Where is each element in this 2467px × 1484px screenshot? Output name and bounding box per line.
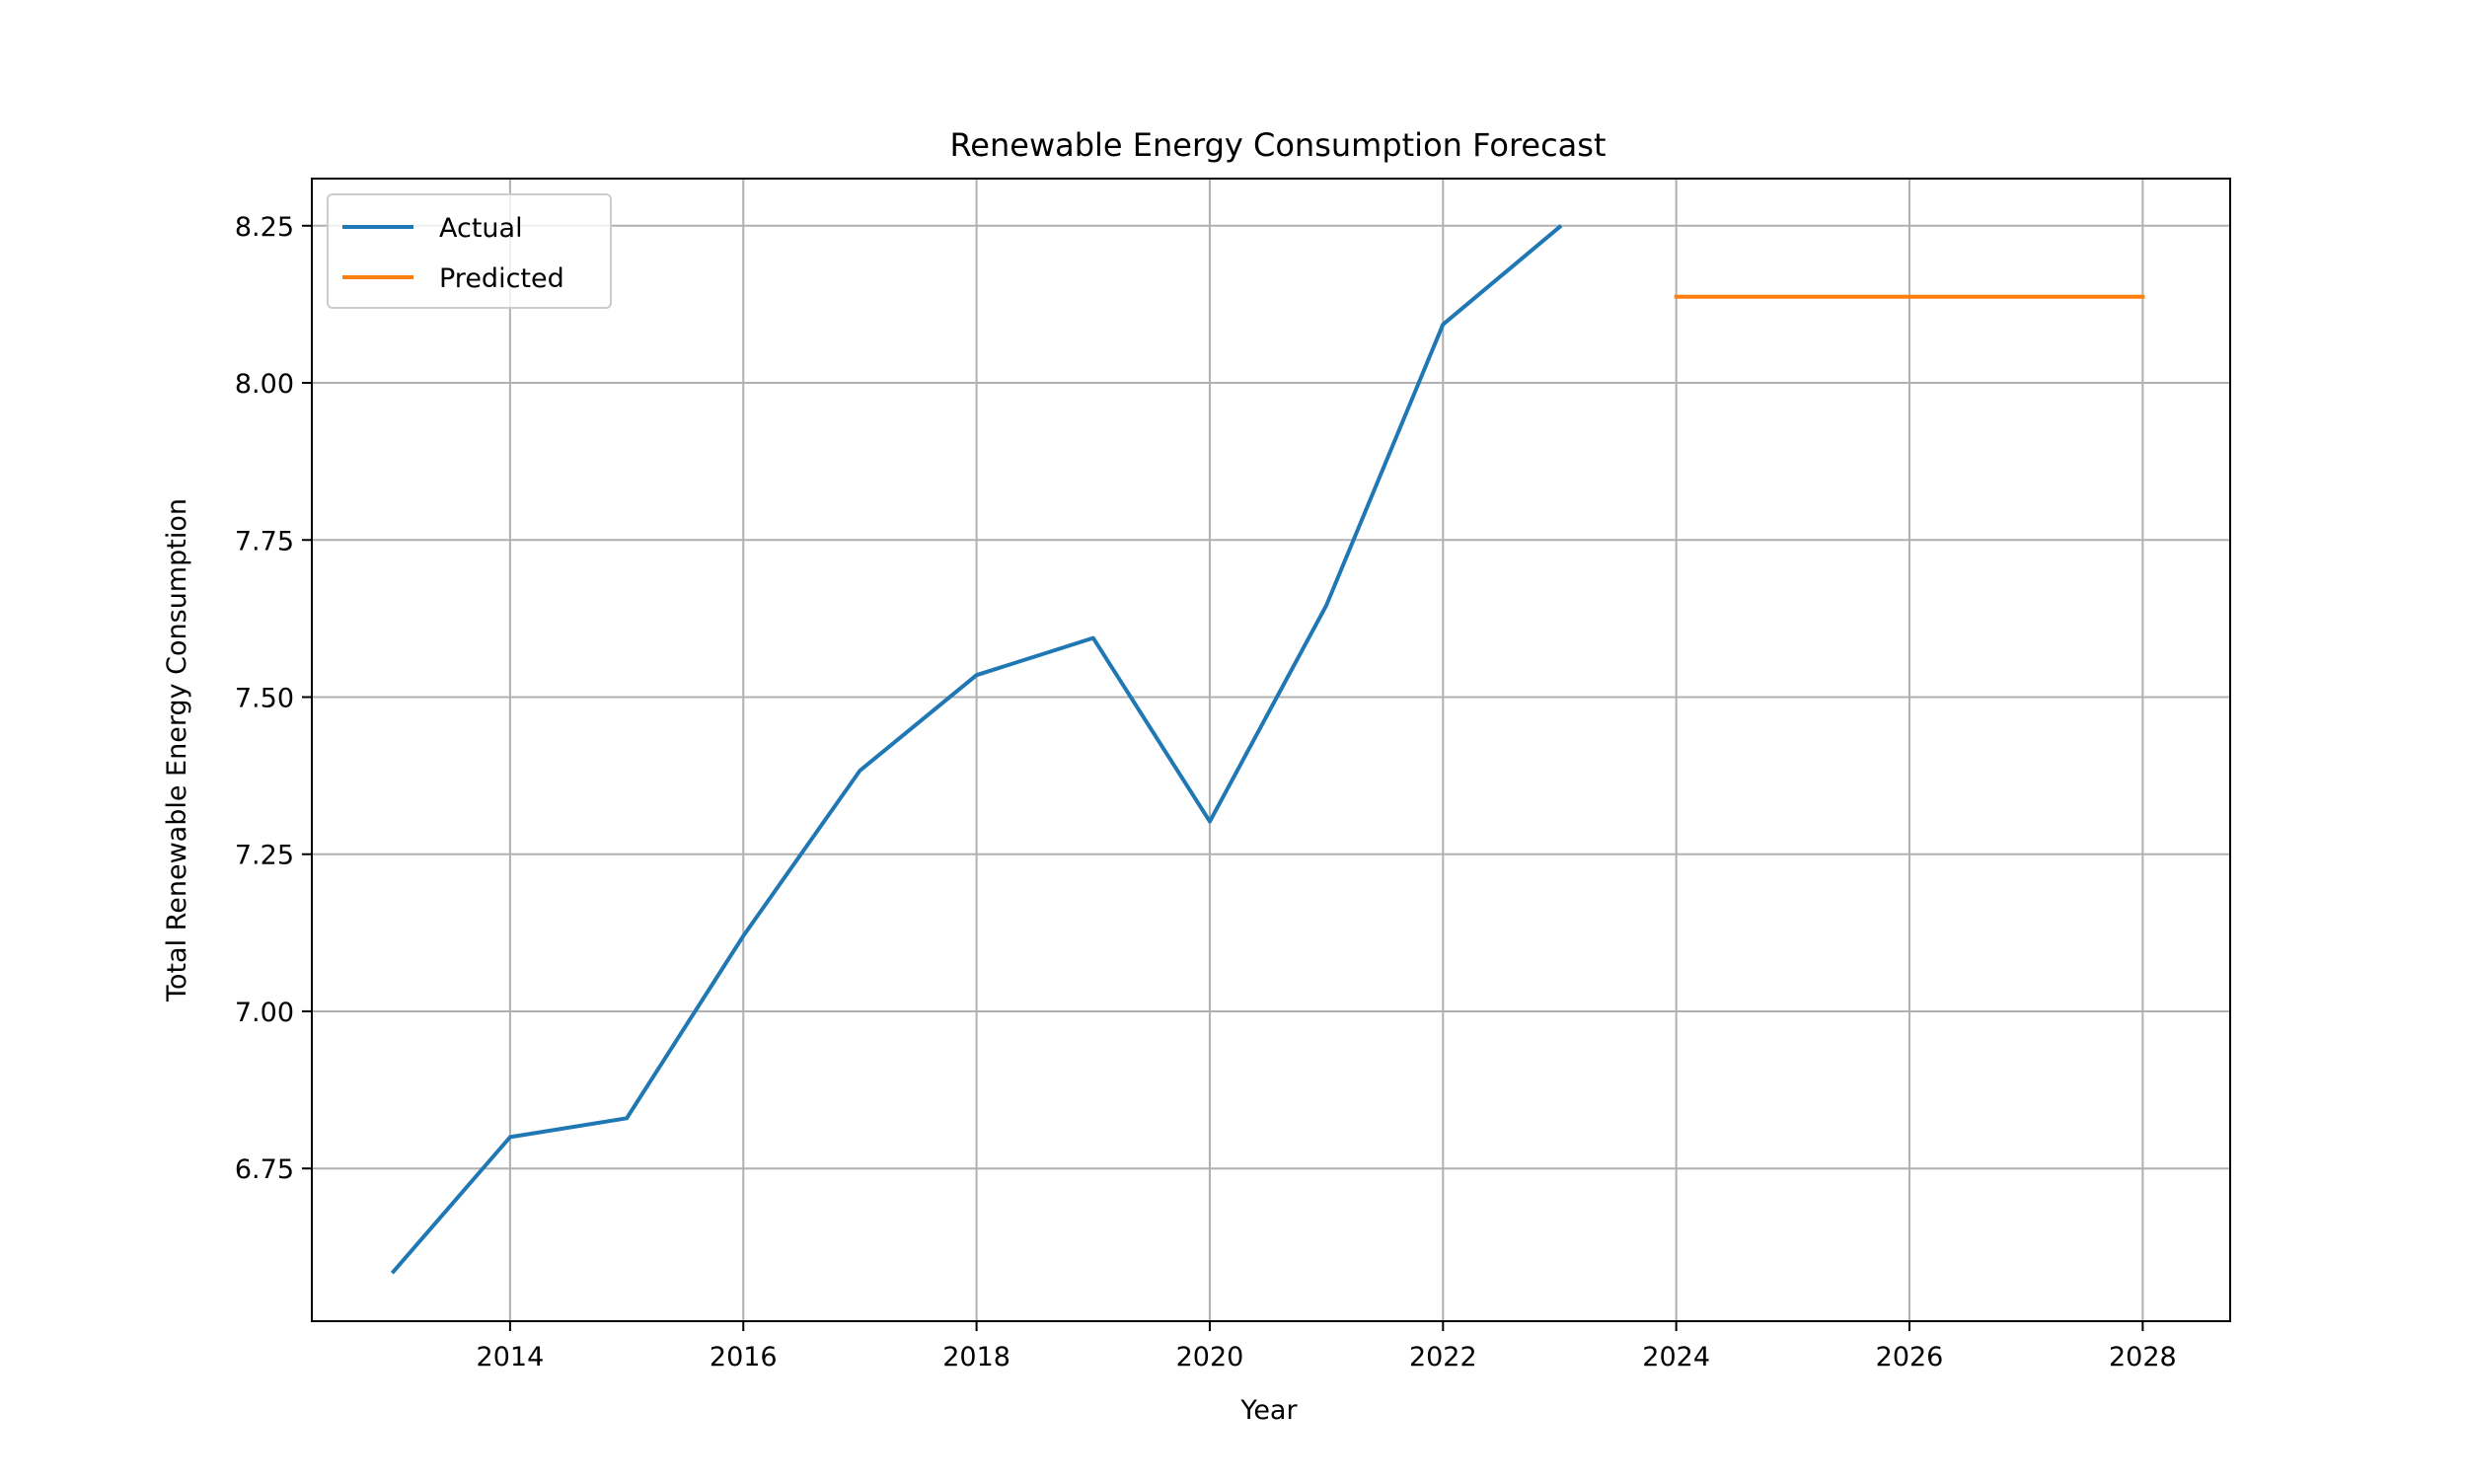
- x-tick-label: 2018: [942, 1342, 1010, 1373]
- y-tick-label: 7.00: [235, 998, 294, 1028]
- legend-label-predicted: Predicted: [439, 263, 564, 294]
- x-axis: 2014 2016 2018 2020 2022 2024 2026 2028: [477, 1321, 2177, 1373]
- legend-box: [327, 193, 612, 309]
- y-tick-label: 7.25: [235, 841, 294, 871]
- series-lines: [390, 224, 2145, 1275]
- series-line-actual: [390, 224, 1563, 1275]
- y-tick-label: 6.75: [235, 1154, 294, 1185]
- x-tick-label: 2026: [1876, 1342, 1944, 1373]
- y-tick-label: 7.75: [235, 526, 294, 556]
- x-tick-label: 2028: [2109, 1342, 2177, 1373]
- legend: Actual Predicted: [327, 193, 612, 309]
- x-tick-label: 2024: [1642, 1342, 1710, 1373]
- y-tick-label: 7.50: [235, 683, 294, 713]
- grid: [312, 179, 2230, 1321]
- plot-frame: [311, 178, 2231, 1322]
- x-tick-label: 2014: [477, 1342, 545, 1373]
- y-axis: 6.75 7.00 7.25 7.50 7.75 8.00 8.25: [235, 212, 312, 1185]
- x-tick-label: 2022: [1409, 1342, 1477, 1373]
- x-tick-label: 2016: [710, 1342, 778, 1373]
- y-axis-label: Total Renewable Energy Consumption: [162, 498, 192, 1002]
- legend-items: Actual Predicted: [342, 213, 564, 294]
- chart-title: Renewable Energy Consumption Forecast: [949, 126, 1606, 164]
- legend-label-actual: Actual: [439, 213, 523, 244]
- x-axis-label: Year: [1239, 1395, 1298, 1426]
- y-tick-label: 8.00: [235, 369, 294, 400]
- x-tick-label: 2020: [1176, 1342, 1244, 1373]
- y-tick-label: 8.25: [235, 212, 294, 243]
